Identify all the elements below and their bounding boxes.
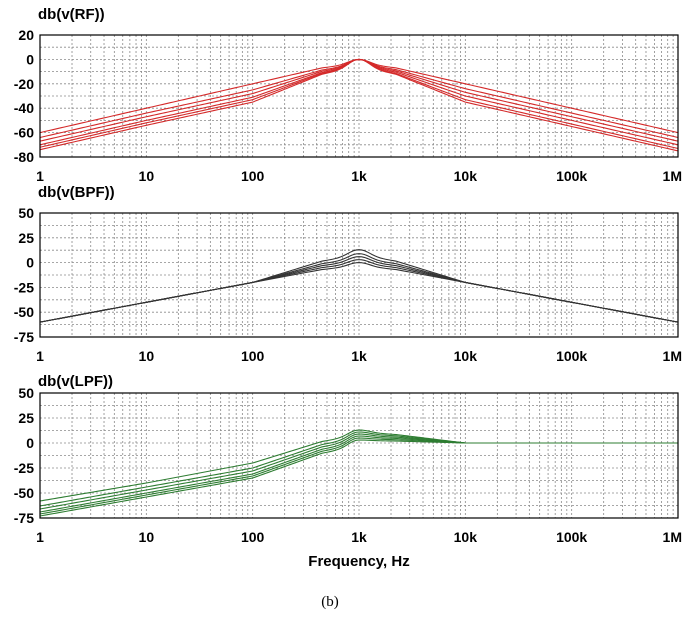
y-tick-label: -75 (14, 510, 34, 526)
x-tick-label: 1M (663, 168, 682, 184)
y-tick-label: 0 (26, 435, 34, 451)
chart-title: db(v(BPF)) (38, 184, 115, 201)
x-tick-label: 1k (351, 168, 367, 184)
x-tick-label: 1 (36, 529, 44, 545)
x-tick-label: 1 (36, 348, 44, 364)
y-tick-label: -75 (14, 329, 34, 345)
y-tick-label: -40 (14, 100, 34, 116)
x-tick-label: 1M (663, 529, 682, 545)
x-tick-label: 10k (454, 529, 478, 545)
x-tick-label: 1 (36, 168, 44, 184)
y-tick-label: 50 (18, 385, 34, 401)
y-tick-label: 25 (18, 230, 34, 246)
chart-panel-bpf: db(v(BPF))50 25 0 -25 -50 -751 10 100 1k 10k 100k 1… (14, 184, 682, 364)
x-tick-label: 1k (351, 348, 367, 364)
x-tick-label: 10 (139, 529, 155, 545)
chart-panel-lpf: db(v(LPF))50 25 0 -25 -50 -751 10 100 1k 10k 100k 1… (14, 373, 682, 570)
y-tick-label: -60 (14, 125, 34, 141)
plot-frame (39, 212, 679, 338)
y-tick-label: 0 (26, 51, 34, 67)
x-tick-label: 100 (241, 168, 265, 184)
x-tick-label: 1M (663, 348, 682, 364)
series-line (39, 262, 679, 323)
x-tick-label: 10 (139, 168, 155, 184)
x-tick-label: 100 (241, 529, 265, 545)
x-tick-label: 100k (556, 529, 587, 545)
x-tick-label: 100k (556, 348, 587, 364)
figure-caption: (b) (321, 594, 339, 610)
y-tick-label: 0 (26, 255, 34, 271)
series-line (39, 58, 679, 152)
y-tick-label: -25 (14, 460, 34, 476)
y-tick-label: 20 (18, 27, 34, 43)
series-line (39, 439, 678, 517)
y-tick-label: -80 (14, 149, 34, 165)
y-tick-label: -25 (14, 279, 34, 295)
y-tick-label: 50 (18, 205, 34, 221)
x-tick-label: 100k (556, 168, 587, 184)
series-line (39, 253, 679, 323)
x-tick-label: 10k (454, 168, 478, 184)
x-tick-label: 10 (139, 348, 155, 364)
x-axis-label: Frequency, Hz (308, 553, 409, 570)
plot-frame (39, 392, 679, 519)
y-tick-label: 25 (18, 410, 34, 426)
chart-title: db(v(RF)) (38, 6, 105, 23)
chart-panel-rf: db(v(RF))20 0 -20 -40 -60 -801 10 100 1k 10k 100k 1… (14, 6, 682, 184)
y-tick-label: -50 (14, 304, 34, 320)
x-tick-label: 10k (454, 348, 478, 364)
y-tick-label: -50 (14, 485, 34, 501)
plot-frame (39, 34, 679, 158)
chart-title: db(v(LPF)) (38, 373, 113, 390)
x-tick-label: 1k (351, 529, 367, 545)
y-tick-label: -20 (14, 76, 34, 92)
x-tick-label: 100 (241, 348, 265, 364)
